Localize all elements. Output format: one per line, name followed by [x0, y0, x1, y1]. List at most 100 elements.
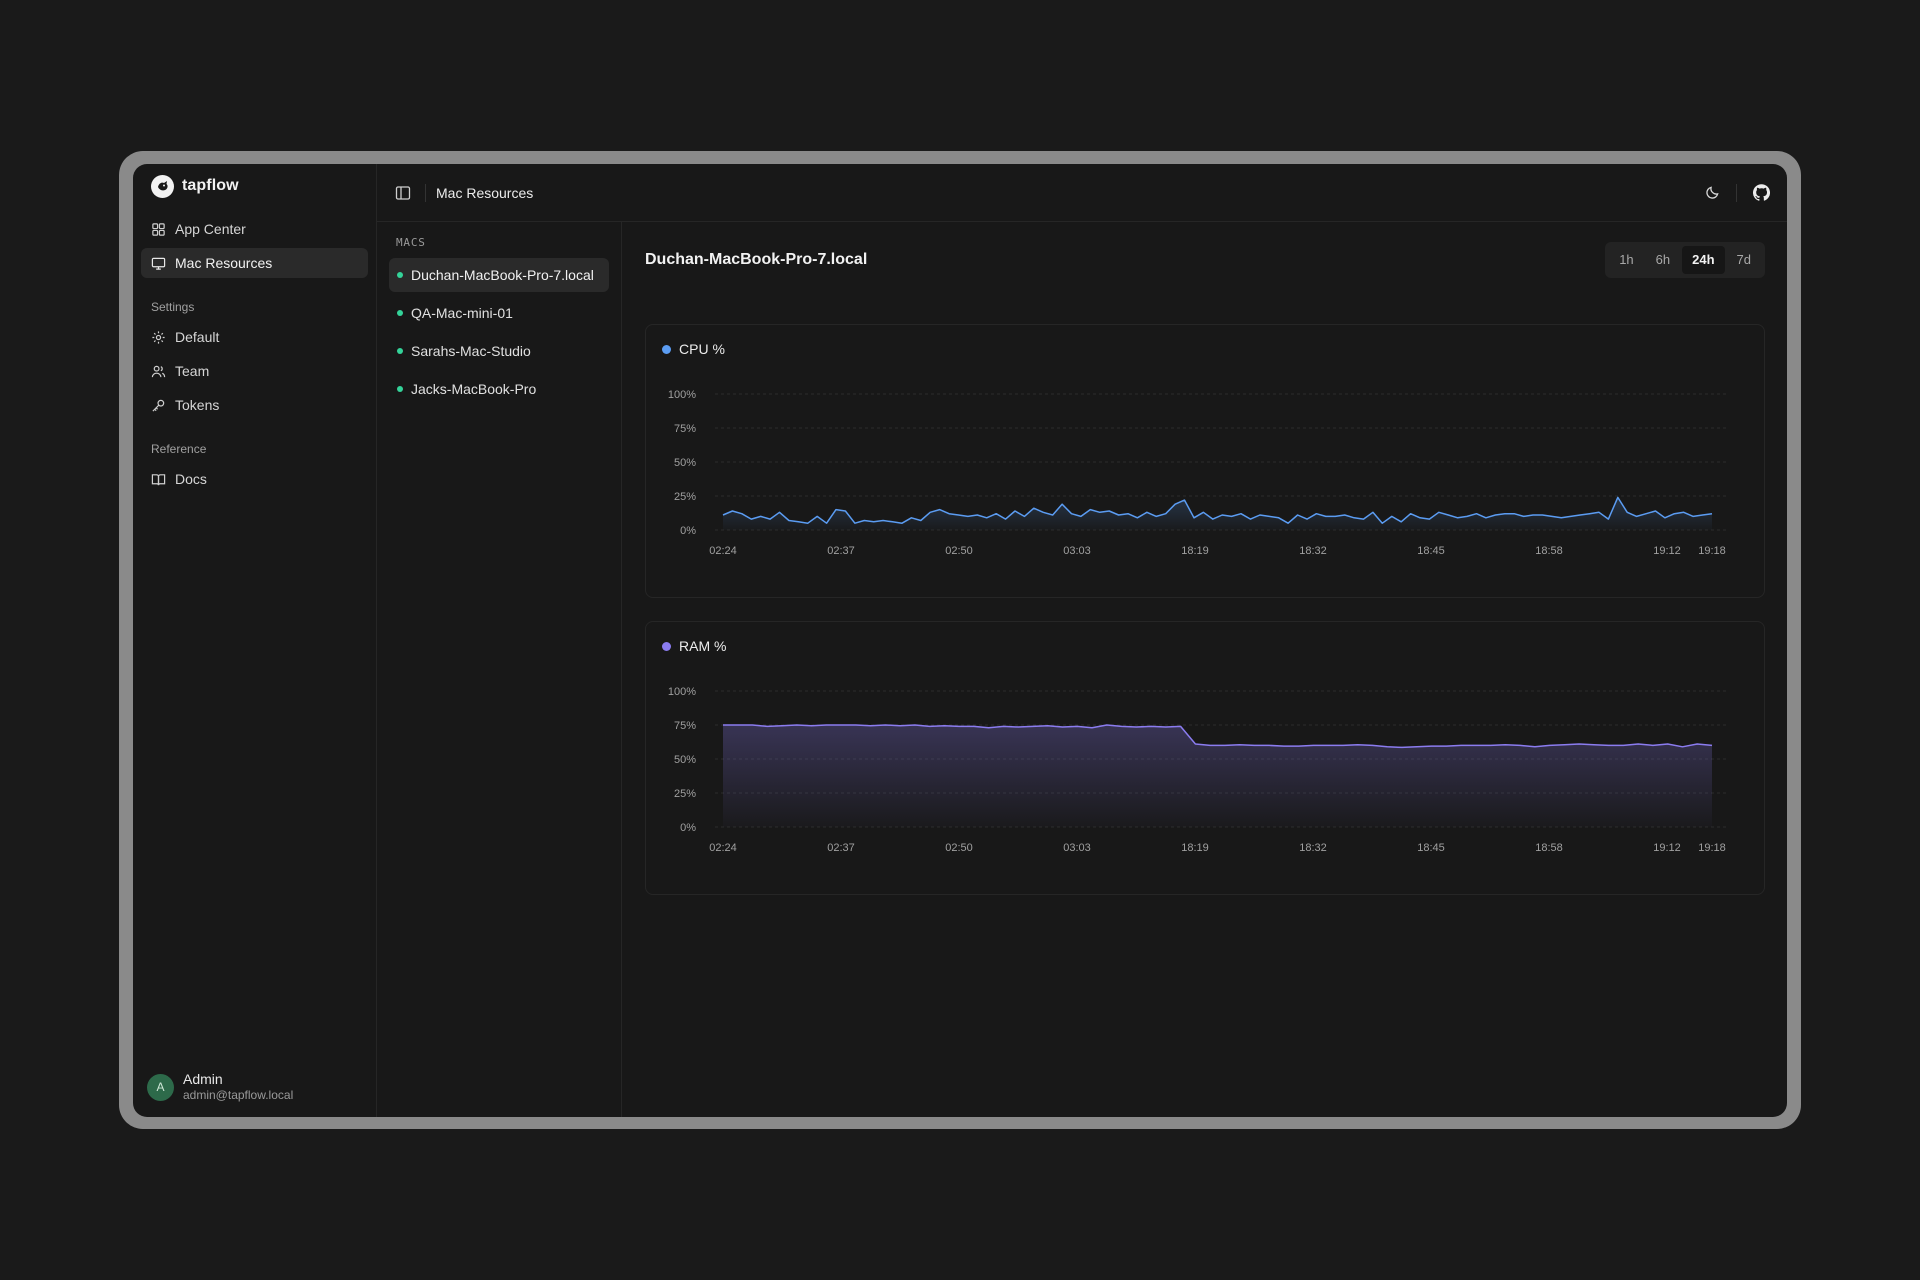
gear-icon: [152, 330, 165, 344]
reference-section-title: Reference: [151, 442, 207, 456]
y-tick-label: 75%: [674, 423, 696, 435]
macs-list: MACS Duchan-MacBook-Pro-7.local QA-Mac-m…: [377, 222, 622, 1117]
y-tick-label: 25%: [674, 491, 696, 503]
divider: [425, 183, 426, 202]
x-tick-label: 18:32: [1299, 545, 1327, 557]
sidebar-item-default[interactable]: Default: [141, 322, 368, 352]
x-tick-label: 19:18: [1698, 842, 1726, 854]
y-tick-label: 100%: [668, 389, 696, 401]
theme-toggle-button[interactable]: [1702, 183, 1722, 203]
app-name: tapflow: [182, 177, 239, 194]
x-tick-label: 18:19: [1181, 842, 1209, 854]
online-status-dot: [397, 272, 403, 278]
sidebar-item-mac-resources[interactable]: Mac Resources: [141, 248, 368, 278]
series-area: [723, 497, 1712, 530]
github-button[interactable]: [1751, 183, 1771, 203]
y-tick-label: 100%: [668, 686, 696, 698]
mac-item[interactable]: Duchan-MacBook-Pro-7.local: [389, 258, 609, 292]
online-status-dot: [397, 386, 403, 392]
divider: [1736, 183, 1737, 202]
sidebar-item-label: Default: [175, 329, 220, 345]
y-tick-label: 0%: [680, 822, 696, 834]
macs-section-title: MACS: [396, 236, 426, 249]
sidebar-item-docs[interactable]: Docs: [141, 464, 368, 494]
user-name: Admin: [183, 1071, 223, 1087]
mac-name: QA-Mac-mini-01: [411, 305, 513, 321]
sidebar-item-tokens[interactable]: Tokens: [141, 390, 368, 420]
x-tick-label: 02:50: [945, 842, 973, 854]
y-tick-label: 25%: [674, 788, 696, 800]
tapflow-logo-icon: [151, 174, 174, 198]
x-tick-label: 03:03: [1063, 545, 1091, 557]
x-tick-label: 18:45: [1417, 842, 1445, 854]
mac-name: Sarahs-Mac-Studio: [411, 343, 531, 359]
grid-icon: [152, 222, 165, 236]
page-title: Mac Resources: [436, 184, 534, 201]
ram-chart-title: RAM %: [679, 638, 727, 654]
series-line: [722, 496, 1713, 524]
sidebar-item-label: Docs: [175, 471, 207, 487]
cpu-chart-card: CPU % 100% 75% 50% 25% 0% 02:24 02:37 02:50 03:0…: [645, 324, 1765, 598]
moon-icon: [1705, 186, 1719, 199]
mac-item[interactable]: QA-Mac-mini-01: [389, 296, 609, 330]
y-tick-label: 0%: [680, 525, 696, 537]
online-status-dot: [397, 310, 403, 316]
users-icon: [151, 365, 166, 377]
x-tick-label: 18:58: [1535, 842, 1563, 854]
time-range-selector: 1h 6h 24h 7d: [1605, 242, 1765, 278]
sidebar-item-label: Mac Resources: [175, 255, 273, 271]
x-tick-label: 02:24: [709, 545, 737, 557]
ram-chart: 100% 75% 50% 25% 0% 02:24 02:37 02:50 03:03 18:19…: [668, 686, 1727, 854]
ram-chart-card: RAM % 100% 75% 50% 25% 0% 02:24 02:37 02:50 03:0…: [645, 621, 1765, 895]
y-tick-label: 50%: [674, 754, 696, 766]
book-icon: [151, 473, 166, 485]
avatar: A: [147, 1073, 174, 1101]
x-tick-label: 18:58: [1535, 545, 1563, 557]
x-tick-label: 18:45: [1417, 545, 1445, 557]
brand[interactable]: tapflow: [151, 174, 368, 198]
mac-name: Jacks-MacBook-Pro: [411, 381, 537, 397]
y-tick-label: 75%: [674, 720, 696, 732]
sidebar-toggle-button[interactable]: [393, 183, 413, 203]
x-tick-label: 18:19: [1181, 545, 1209, 557]
range-option-24h[interactable]: 24h: [1682, 246, 1725, 274]
range-option-6h[interactable]: 6h: [1655, 252, 1671, 267]
mac-detail: Duchan-MacBook-Pro-7.local 1h 6h 24h 7d CPU…: [622, 222, 1787, 1117]
main-area: Mac Resources MACS Duchan-MacBook-Pro-7.…: [377, 164, 1787, 1117]
y-tick-label: 50%: [674, 457, 696, 469]
content: MACS Duchan-MacBook-Pro-7.local QA-Mac-m…: [377, 222, 1787, 1117]
mac-item[interactable]: Sarahs-Mac-Studio: [389, 334, 609, 368]
cpu-chart: 100% 75% 50% 25% 0% 02:24 02:37 02:50 03:03 18:19…: [668, 389, 1727, 557]
online-status-dot: [397, 348, 403, 354]
x-tick-label: 18:32: [1299, 842, 1327, 854]
x-tick-label: 02:24: [709, 842, 737, 854]
range-option-1h[interactable]: 1h: [1619, 252, 1634, 267]
monitor-icon: [151, 257, 166, 270]
mac-item[interactable]: Jacks-MacBook-Pro: [389, 372, 609, 406]
range-option-7d[interactable]: 7d: [1736, 252, 1751, 267]
app-window: tapflow App Center Mac Resources Setting…: [133, 164, 1787, 1117]
cpu-chart-title: CPU %: [679, 341, 725, 357]
user-email: admin@tapflow.local: [183, 1088, 294, 1102]
x-tick-label: 19:12: [1653, 545, 1681, 557]
sidebar-item-label: Tokens: [175, 397, 220, 413]
sidebar-item-team[interactable]: Team: [141, 356, 368, 386]
x-tick-label: 19:18: [1698, 545, 1726, 557]
topbar: Mac Resources: [377, 164, 1787, 222]
series-area: [723, 725, 1712, 827]
mac-title: Duchan-MacBook-Pro-7.local: [645, 251, 868, 268]
sidebar-item-label: Team: [175, 363, 210, 379]
ram-legend-dot: [662, 641, 671, 651]
user-profile[interactable]: A Admin admin@tapflow.local: [147, 1071, 293, 1103]
x-tick-label: 02:37: [827, 842, 855, 854]
sidebar: tapflow App Center Mac Resources Setting…: [133, 164, 377, 1117]
panel-left-icon: [395, 185, 411, 200]
sidebar-item-label: App Center: [175, 221, 246, 237]
x-tick-label: 02:50: [945, 545, 973, 557]
settings-section-title: Settings: [151, 300, 195, 314]
mac-name: Duchan-MacBook-Pro-7.local: [411, 267, 594, 283]
sidebar-item-app-center[interactable]: App Center: [141, 214, 368, 244]
cpu-legend-dot: [662, 344, 671, 354]
github-icon: [1752, 184, 1770, 201]
x-tick-label: 02:37: [827, 545, 855, 557]
